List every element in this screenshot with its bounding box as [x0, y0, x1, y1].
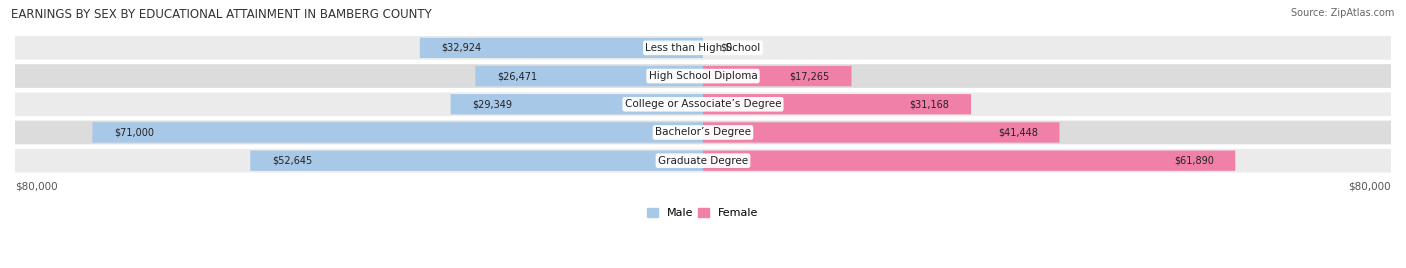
Text: High School Diploma: High School Diploma [648, 71, 758, 81]
Text: $17,265: $17,265 [790, 71, 830, 81]
FancyBboxPatch shape [15, 92, 1391, 116]
Text: $52,645: $52,645 [271, 156, 312, 166]
Text: $80,000: $80,000 [15, 182, 58, 192]
Text: EARNINGS BY SEX BY EDUCATIONAL ATTAINMENT IN BAMBERG COUNTY: EARNINGS BY SEX BY EDUCATIONAL ATTAINMEN… [11, 8, 432, 21]
Text: Bachelor’s Degree: Bachelor’s Degree [655, 128, 751, 137]
FancyBboxPatch shape [450, 94, 703, 114]
Text: $29,349: $29,349 [472, 99, 512, 109]
FancyBboxPatch shape [15, 36, 1391, 60]
FancyBboxPatch shape [475, 66, 703, 86]
Text: Graduate Degree: Graduate Degree [658, 156, 748, 166]
Text: $71,000: $71,000 [114, 128, 153, 137]
Text: Source: ZipAtlas.com: Source: ZipAtlas.com [1291, 8, 1395, 18]
Legend: Male, Female: Male, Female [643, 203, 763, 223]
Text: $41,448: $41,448 [998, 128, 1038, 137]
Text: $26,471: $26,471 [496, 71, 537, 81]
FancyBboxPatch shape [703, 122, 1060, 143]
FancyBboxPatch shape [420, 38, 703, 58]
FancyBboxPatch shape [703, 66, 852, 86]
FancyBboxPatch shape [250, 151, 703, 171]
FancyBboxPatch shape [15, 121, 1391, 144]
Text: $61,890: $61,890 [1174, 156, 1213, 166]
Text: $32,924: $32,924 [441, 43, 481, 53]
Text: Less than High School: Less than High School [645, 43, 761, 53]
FancyBboxPatch shape [93, 122, 703, 143]
Text: $31,168: $31,168 [910, 99, 949, 109]
FancyBboxPatch shape [703, 94, 972, 114]
Text: College or Associate’s Degree: College or Associate’s Degree [624, 99, 782, 109]
FancyBboxPatch shape [15, 64, 1391, 88]
Text: $0: $0 [720, 43, 733, 53]
Text: $80,000: $80,000 [1348, 182, 1391, 192]
FancyBboxPatch shape [703, 151, 1236, 171]
FancyBboxPatch shape [15, 149, 1391, 173]
